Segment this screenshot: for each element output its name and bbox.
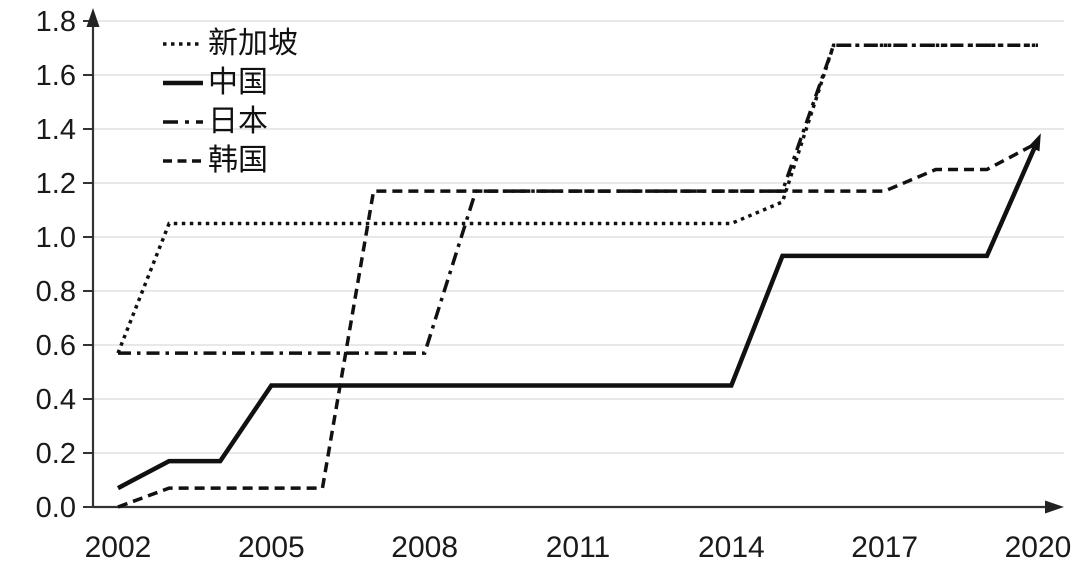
series-end-arrow-icon (1028, 133, 1041, 152)
x-tick-label: 2017 (851, 531, 918, 564)
y-tick-label: 1.8 (36, 6, 76, 38)
x-tick-label: 2011 (546, 531, 611, 564)
x-tick-label: 2002 (85, 531, 152, 564)
x-tick-label: 2020 (1005, 531, 1072, 564)
legend-item-japan: 日本 (162, 102, 298, 141)
y-tick-label: 0.4 (36, 384, 76, 416)
legend-dotted-line-icon (163, 41, 203, 46)
legend-label-korea: 韩国 (208, 143, 268, 177)
y-tick-label: 1.0 (36, 222, 76, 254)
series-line-korea (117, 140, 1039, 509)
y-tick-label: 1.6 (36, 60, 76, 92)
series-line-china (116, 138, 1041, 491)
legend-dashed-line-icon (163, 158, 203, 163)
y-tick-label: 0.8 (36, 276, 76, 308)
y-tick-label: 1.4 (36, 114, 76, 146)
y-tick-label: 0.0 (36, 492, 76, 524)
x-tick-label: 2005 (238, 531, 305, 564)
y-tick-label: 0.6 (36, 330, 76, 362)
series-line-singapore (116, 43, 1038, 354)
legend-solid-line-icon (163, 80, 203, 85)
x-tick-label: 2014 (698, 531, 765, 564)
legend-item-china: 中国 (162, 63, 298, 102)
legend-label-singapore: 新加坡 (208, 26, 298, 60)
legend-label-china: 中国 (208, 65, 268, 99)
x-axis-arrow-icon (1045, 500, 1064, 514)
legend-label-japan: 日本 (208, 104, 268, 138)
x-tick-label: 2008 (391, 531, 458, 564)
legend-item-korea: 韩国 (162, 141, 298, 180)
chart-legend: 新加坡 中国 日本 韩国 (162, 24, 298, 180)
legend-dashdot-line-icon (163, 119, 203, 124)
y-tick-label: 0.2 (36, 438, 76, 470)
legend-item-singapore: 新加坡 (162, 24, 298, 63)
y-tick-label: 1.2 (36, 168, 76, 200)
y-axis-arrow-icon (86, 8, 100, 27)
